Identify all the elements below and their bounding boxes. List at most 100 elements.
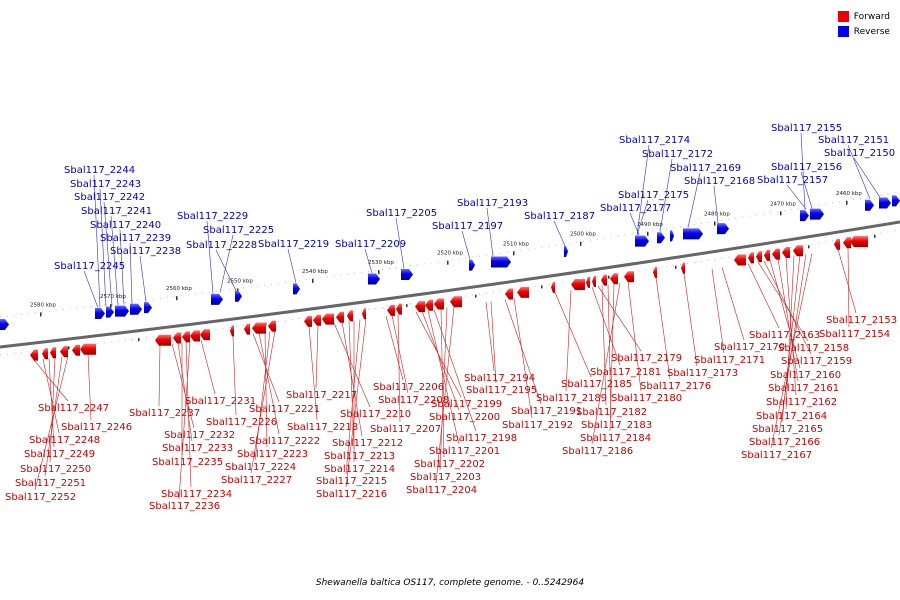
gene-label: Sbal117_2194 [464, 373, 535, 384]
reverse-gene [717, 223, 729, 235]
label-connector [397, 314, 401, 423]
gene-label: Sbal117_2198 [446, 433, 517, 444]
label-connector [721, 267, 745, 341]
gene-label: Sbal117_2224 [225, 462, 296, 473]
gene-label: Sbal117_2204 [406, 485, 477, 496]
tick-label: 2480 kbp [704, 212, 730, 218]
tick-mark [176, 296, 178, 301]
gene-label: Sbal117_2222 [249, 436, 320, 447]
label-connector [427, 310, 460, 445]
label-connector [659, 158, 673, 232]
gene-label: Sbal117_2203 [410, 472, 481, 483]
reverse-gene [130, 303, 142, 315]
label-connector [655, 277, 671, 380]
label-connector [48, 358, 55, 448]
reverse-gene [106, 306, 114, 318]
label-connector [139, 255, 147, 302]
tick-mark [647, 231, 649, 236]
label-connector [219, 234, 234, 293]
genome-backbone [0, 220, 900, 349]
gene-label: Sbal117_2200 [429, 412, 500, 423]
gene-label: Sbal117_2250 [20, 464, 91, 475]
gene-label: Sbal117_2169 [670, 163, 741, 174]
label-connector [565, 290, 572, 392]
gene-label: Sbal117_2232 [164, 430, 235, 441]
forward-gene [322, 313, 334, 325]
gene-label: Sbal117_2197 [432, 221, 503, 232]
forward-gene [362, 308, 366, 320]
label-connector [158, 345, 161, 407]
gene-label: Sbal117_2208 [378, 395, 449, 406]
label-connector [232, 336, 237, 416]
gene-label: Sbal117_2177 [600, 203, 671, 214]
gene-label: Sbal117_2234 [161, 489, 232, 500]
tick-label: 2580 kbp [30, 302, 56, 308]
tick-label: 2560 kbp [166, 286, 192, 292]
gene-label: Sbal117_2157 [757, 175, 828, 186]
label-connector [345, 318, 367, 488]
label-connector [461, 230, 471, 260]
label-connector [757, 261, 809, 342]
gene-label: Sbal117_2171 [694, 355, 765, 366]
label-connector [185, 341, 192, 488]
label-connector [206, 220, 214, 294]
gene-label: Sbal117_2151 [818, 135, 889, 146]
gene-label: Sbal117_2176 [640, 381, 711, 392]
label-connector [763, 260, 812, 355]
minor-tick [406, 304, 408, 308]
forward-gene [313, 314, 321, 326]
label-connector [87, 353, 92, 421]
label-connector [421, 311, 460, 411]
gene-label: Sbal117_2164 [756, 411, 827, 422]
tick-label: 2470 kbp [770, 201, 796, 207]
forward-gene [586, 276, 590, 288]
forward-gene [834, 238, 840, 250]
tick-mark [513, 251, 515, 256]
label-connector [258, 332, 280, 435]
label-connector [607, 284, 612, 419]
label-connector [129, 242, 133, 304]
gene-label: Sbal117_2239 [100, 233, 171, 244]
forward-gene [347, 310, 353, 322]
forward-gene [182, 331, 190, 343]
gene-label: Sbal117_2246 [61, 422, 132, 433]
gene-label: Sbal117_2170 [714, 342, 785, 353]
forward-gene [336, 311, 344, 323]
gene-label: Sbal117_2212 [332, 438, 403, 449]
gene-label: Sbal117_2163 [749, 330, 820, 341]
legend: Forward Reverse [837, 9, 890, 39]
reverse-gene [211, 293, 223, 305]
tick-mark [714, 221, 716, 226]
label-connector [439, 307, 448, 471]
forward-gene [734, 254, 746, 266]
label-connector [178, 341, 191, 500]
gene-label: Sbal117_2158 [778, 343, 849, 354]
gene-label: Sbal117_2218 [287, 422, 358, 433]
reverse-gene [892, 195, 900, 207]
gene-label: Sbal117_2244 [64, 165, 135, 176]
reverse-gene [368, 273, 380, 285]
label-connector [254, 331, 271, 461]
label-connector [800, 132, 806, 210]
label-connector [250, 330, 276, 474]
tick-label: 2460 kbp [836, 191, 862, 197]
tick-mark [580, 241, 582, 246]
label-connector [34, 356, 69, 491]
label-connector [315, 325, 319, 389]
forward-gene [230, 325, 234, 337]
forward-gene [72, 344, 80, 356]
reverse-gene [293, 283, 300, 295]
reverse-gene [95, 307, 105, 319]
label-connector [800, 171, 813, 209]
gene-label: Sbal117_2248 [29, 435, 100, 446]
forward-gene [200, 329, 210, 341]
gene-label: Sbal117_2195 [466, 385, 537, 396]
label-connector [177, 342, 193, 442]
reverse-gene [401, 268, 413, 280]
tick-label: 2500 kbp [570, 232, 596, 238]
gene-label: Sbal117_2207 [370, 424, 441, 435]
label-connector [513, 298, 533, 419]
gene-label: Sbal117_2154 [819, 329, 890, 340]
label-connector [49, 357, 56, 463]
